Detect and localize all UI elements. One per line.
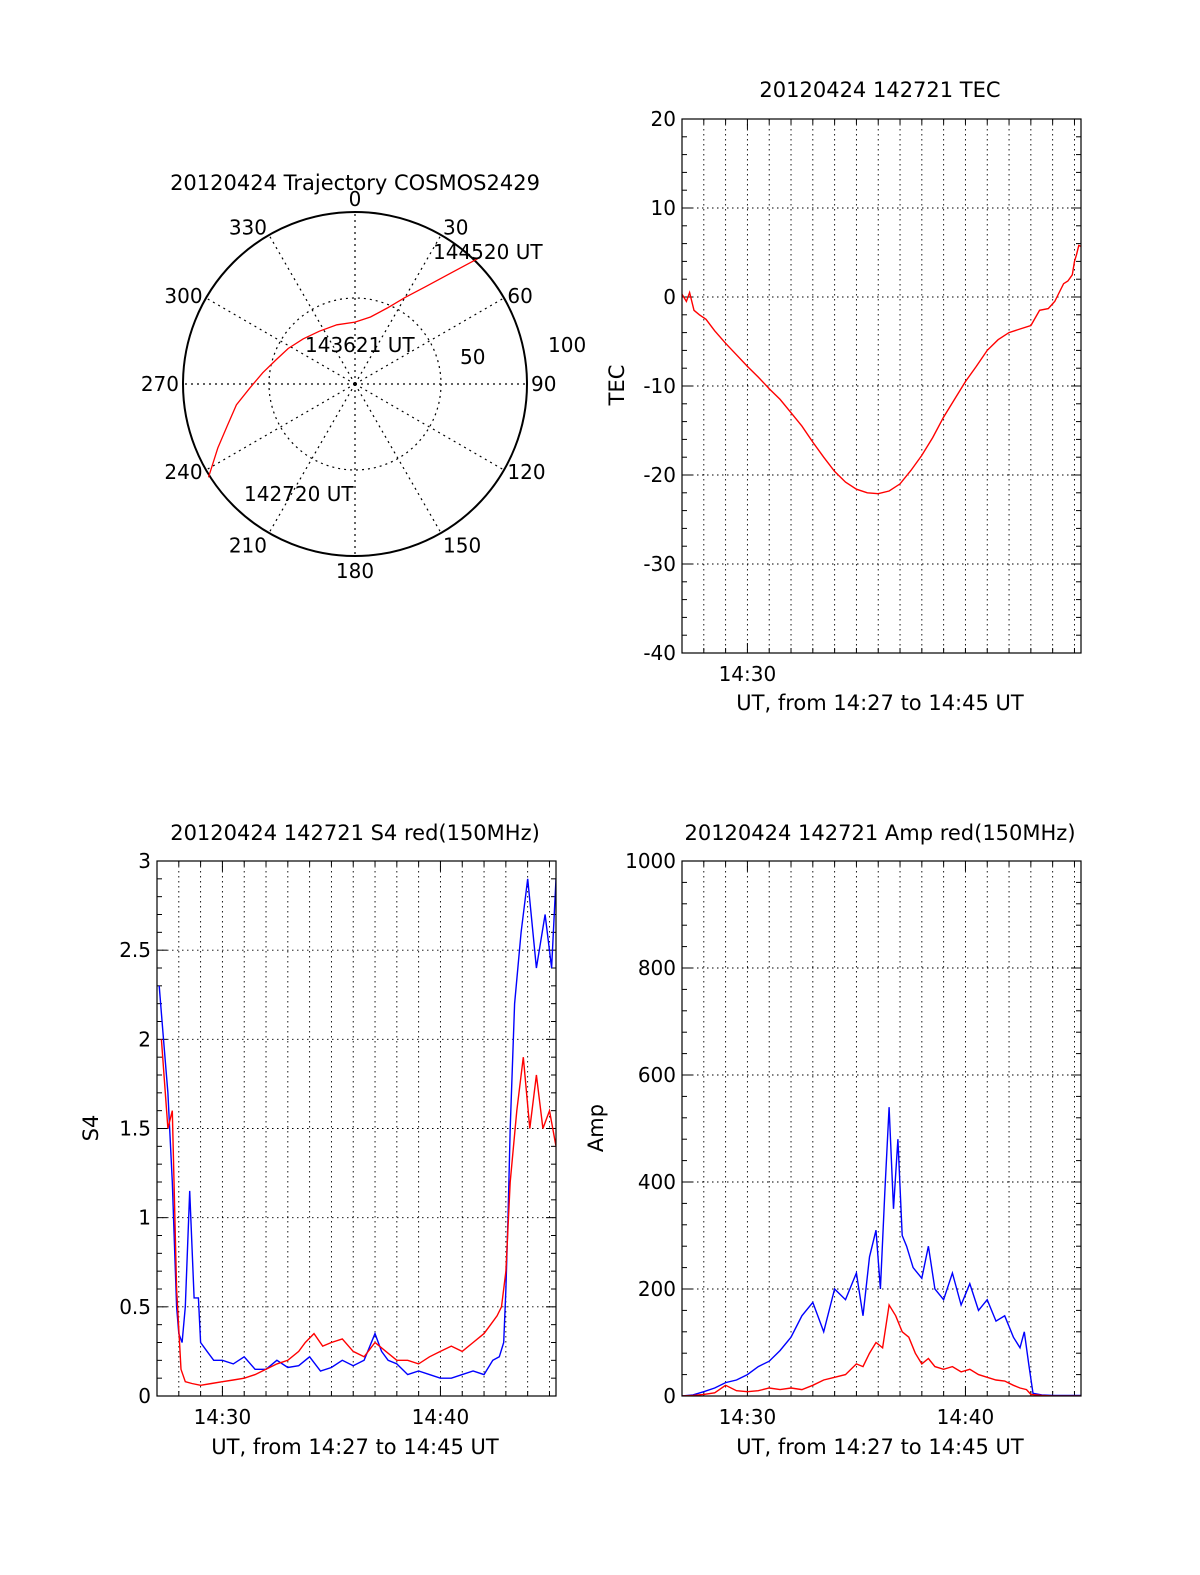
s4-ticks: [156, 860, 556, 1397]
polar-angle-label: 90: [531, 372, 556, 396]
polar-angle-label: 120: [507, 460, 545, 484]
polar-spoke: [354, 297, 505, 385]
series-line-2: [160, 1039, 556, 1387]
y-tick-label: 600: [638, 1063, 676, 1087]
amp-plot-frame: [681, 860, 1082, 1397]
polar-time-annotation: 143621 UT: [305, 333, 415, 357]
polar-angle-labels: 0 30 60 90 120 150 180 210 240 270 300 330: [141, 187, 557, 583]
tec-plot-frame: [681, 118, 1082, 654]
tec-tick-labels: 14:30 20 10 0 -10 -20 -30 -40: [643, 107, 776, 686]
series-line-2: [682, 1302, 1081, 1396]
x-tick-label: 14:30: [719, 1405, 777, 1429]
tec-x-axis-label: UT, from 14:27 to 14:45 UT: [736, 691, 1024, 715]
tec-panel: 20120424 142721 TEC UT, from 14:27 to 14…: [605, 78, 1082, 715]
polar-angle-label: 270: [141, 372, 179, 396]
x-tick-label: 14:30: [194, 1405, 252, 1429]
x-tick-label: 14:30: [719, 662, 777, 686]
y-tick-label: 10: [651, 196, 676, 220]
polar-spoke: [268, 234, 356, 385]
y-tick-label: -10: [643, 374, 676, 398]
y-tick-label: 20: [651, 107, 676, 131]
tec-grid: [682, 119, 1081, 653]
polar-angle-label: 60: [507, 284, 532, 308]
polar-trajectory-line: [207, 258, 479, 478]
y-tick-label: 1.5: [119, 1117, 151, 1141]
s4-series: [158, 878, 556, 1387]
s4-title: 20120424 142721 S4 red(150MHz): [170, 821, 540, 845]
polar-spoke: [354, 234, 442, 385]
polar-time-annotation: 142720 UT: [244, 482, 354, 506]
amp-grid: [682, 861, 1081, 1396]
y-tick-label: 0: [663, 285, 676, 309]
y-tick-label: 0.5: [119, 1295, 151, 1319]
polar-grid: [182, 211, 528, 557]
y-tick-label: 1: [138, 1206, 151, 1230]
polar-spoke: [205, 297, 356, 385]
s4-plot-frame: [156, 860, 557, 1397]
polar-annotations: 142720 UT 143621 UT 144520 UT: [244, 240, 543, 506]
polar-time-annotation: 144520 UT: [433, 240, 543, 264]
x-tick-label: 14:40: [937, 1405, 995, 1429]
polar-spoke: [268, 383, 356, 534]
y-tick-label: 0: [663, 1384, 676, 1408]
polar-radial-labels: 50 100: [460, 333, 586, 369]
trajectory-polar-panel: 20120424 Trajectory COSMOS2429 0 30 60 90 12…: [141, 171, 586, 583]
amp-series: [682, 1107, 1081, 1396]
polar-angle-label: 30: [443, 216, 468, 240]
tec-series: [682, 244, 1081, 495]
amp-x-axis-label: UT, from 14:27 to 14:45 UT: [736, 1435, 1024, 1459]
polar-angle-label: 300: [164, 284, 202, 308]
y-tick-label: 200: [638, 1277, 676, 1301]
series-line-1: [682, 1107, 1081, 1396]
tec-title: 20120424 142721 TEC: [759, 78, 1000, 102]
polar-angle-label: 150: [443, 533, 481, 557]
polar-spoke: [354, 383, 442, 534]
amp-ticks: [681, 860, 1081, 1397]
polar-trajectory: [207, 258, 479, 478]
y-tick-label: -40: [643, 641, 676, 665]
y-tick-label: 0: [138, 1384, 151, 1408]
y-tick-label: -20: [643, 463, 676, 487]
y-tick-label: 2.5: [119, 938, 151, 962]
polar-spoke: [354, 383, 505, 471]
s4-y-axis-label: S4: [79, 1115, 103, 1142]
x-tick-label: 14:40: [412, 1405, 470, 1429]
y-tick-label: -30: [643, 552, 676, 576]
s4-tick-labels: 14:30 14:40 3 2.5 2 1.5 1 0.5 0: [119, 849, 469, 1429]
amp-panel: 20120424 142721 Amp red(150MHz) UT, from…: [584, 821, 1082, 1459]
polar-outer-circle: [182, 211, 528, 557]
polar-angle-label: 330: [229, 216, 267, 240]
y-tick-label: 1000: [625, 849, 676, 873]
s4-grid: [157, 861, 556, 1396]
polar-title: 20120424 Trajectory COSMOS2429: [170, 171, 540, 195]
polar-angle-label: 240: [164, 460, 202, 484]
polar-angle-label: 180: [336, 559, 374, 583]
series-line-1: [682, 244, 1081, 495]
polar-angle-label: 210: [229, 533, 267, 557]
s4-panel: 20120424 142721 S4 red(150MHz) UT, from …: [79, 821, 557, 1459]
y-tick-label: 400: [638, 1170, 676, 1194]
y-tick-label: 2: [138, 1027, 151, 1051]
y-tick-label: 800: [638, 956, 676, 980]
tec-ticks: [681, 118, 1081, 654]
s4-x-axis-label: UT, from 14:27 to 14:45 UT: [211, 1435, 499, 1459]
tec-y-axis-label: TEC: [605, 365, 629, 407]
polar-angle-label: 0: [349, 187, 362, 211]
polar-spoke: [205, 383, 356, 471]
amp-y-axis-label: Amp: [584, 1104, 608, 1152]
amp-title: 20120424 142721 Amp red(150MHz): [684, 821, 1075, 845]
polar-radial-label: 100: [548, 333, 586, 357]
y-tick-label: 3: [138, 849, 151, 873]
polar-radial-label: 50: [460, 345, 485, 369]
amp-tick-labels: 14:30 14:40 1000 800 600 400 200 0: [625, 849, 994, 1429]
